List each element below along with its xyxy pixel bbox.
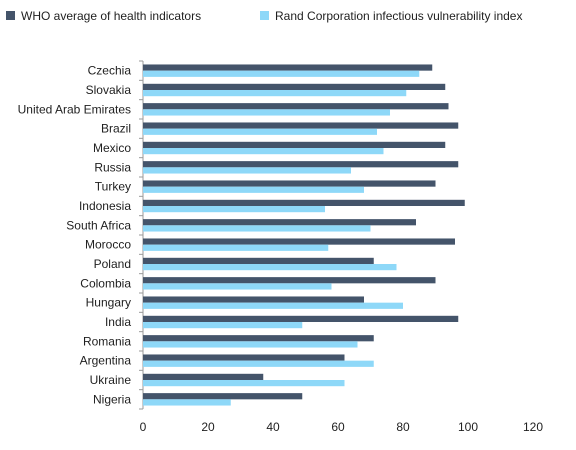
category-label: Russia — [94, 160, 131, 174]
bar-who-average — [143, 315, 459, 322]
category-label: Indonesia — [79, 199, 131, 213]
category-label: Poland — [94, 257, 131, 271]
bar-rand-index — [143, 109, 390, 116]
category-label: Argentina — [80, 354, 132, 368]
x-tick-label: 0 — [140, 420, 147, 434]
category-label: United Arab Emirates — [18, 102, 131, 116]
bar-rand-index — [143, 283, 332, 290]
legend-label-2: Rand Corporation infectious vulnerabilit… — [275, 9, 522, 23]
bar-who-average — [143, 277, 436, 284]
bar-who-average — [143, 257, 374, 264]
bar-rand-index — [143, 186, 364, 193]
category-label: Hungary — [86, 296, 131, 310]
category-label: Slovakia — [86, 83, 132, 97]
bar-who-average — [143, 141, 446, 148]
legend-item-who-average: WHO average of health indicators — [6, 9, 201, 23]
bar-rand-index — [143, 225, 371, 232]
category-label: Czechia — [88, 64, 132, 78]
bar-rand-index — [143, 399, 231, 406]
category-label: Turkey — [95, 180, 131, 194]
category-label: Brazil — [101, 122, 131, 136]
legend-label-1: WHO average of health indicators — [21, 9, 201, 23]
bar-rand-index — [143, 148, 384, 155]
bar-who-average — [143, 373, 264, 380]
bar-who-average — [143, 180, 436, 187]
category-label: Nigeria — [93, 392, 131, 406]
bar-rand-index — [143, 244, 329, 251]
bar-who-average — [143, 335, 374, 342]
bar-rand-index — [143, 167, 351, 174]
bar-rand-index — [143, 70, 420, 77]
bar-rand-index — [143, 380, 345, 387]
bar-rand-index — [143, 264, 397, 271]
bar-rand-index — [143, 322, 303, 329]
bar-who-average — [143, 83, 446, 90]
x-tick-label: 20 — [201, 420, 215, 434]
bar-rand-index — [143, 360, 374, 367]
bar-who-average — [143, 354, 345, 361]
x-tick-label: 100 — [458, 420, 478, 434]
category-label: India — [105, 315, 131, 329]
x-tick-label: 80 — [396, 420, 410, 434]
legend: WHO average of health indicators Rand Cor… — [6, 9, 522, 23]
bar-who-average — [143, 219, 416, 226]
x-tick-label: 60 — [331, 420, 345, 434]
category-label: Romania — [83, 334, 131, 348]
bar-who-average — [143, 122, 459, 129]
bar-rand-index — [143, 302, 403, 309]
bar-who-average — [143, 296, 364, 303]
bar-who-average — [143, 161, 459, 168]
bar-who-average — [143, 393, 303, 400]
bar-rand-index — [143, 341, 358, 348]
legend-item-rand-index: Rand Corporation infectious vulnerabilit… — [260, 9, 522, 23]
x-tick-label: 120 — [523, 420, 543, 434]
category-label: Morocco — [85, 238, 131, 252]
category-label: Mexico — [93, 141, 131, 155]
bar-rand-index — [143, 90, 407, 97]
bar-who-average — [143, 238, 455, 245]
legend-swatch-1 — [6, 11, 15, 20]
bar-who-average — [143, 103, 449, 110]
bar-rand-index — [143, 128, 377, 135]
bar-who-average — [143, 64, 433, 71]
category-label: Colombia — [80, 276, 131, 290]
bar-rand-index — [143, 206, 325, 213]
category-label: Ukraine — [90, 373, 132, 387]
bar-who-average — [143, 199, 465, 206]
category-label: South Africa — [66, 218, 131, 232]
legend-swatch-2 — [260, 11, 269, 20]
x-tick-label: 40 — [266, 420, 280, 434]
